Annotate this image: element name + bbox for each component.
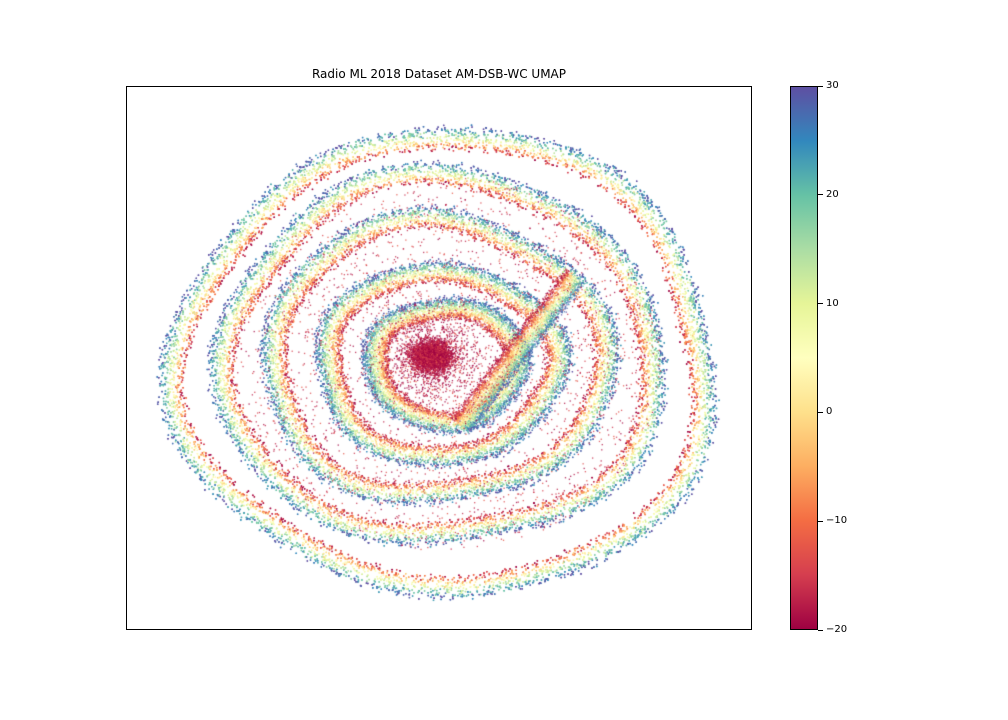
- colorbar-tick-mark: [818, 520, 823, 522]
- colorbar-tick-mark: [818, 411, 823, 413]
- colorbar-tick-label: −20: [826, 624, 848, 635]
- colorbar-tick-label: 10: [826, 297, 839, 309]
- colorbar-tick-label: 30: [826, 80, 839, 91]
- colorbar-tick-mark: [818, 303, 823, 305]
- colorbar-tick-mark: [818, 85, 823, 87]
- colorbar-tick-mark: [818, 194, 823, 196]
- colorbar-tick-label: 20: [826, 188, 839, 200]
- chart-title: Radio ML 2018 Dataset AM-DSB-WC UMAP: [311, 67, 566, 81]
- colorbar-tick-mark: [818, 629, 823, 631]
- colorbar-tick-label: −10: [826, 515, 848, 527]
- colorbar-tick-label: 0: [826, 406, 833, 418]
- scatter-points: [127, 87, 751, 629]
- plot-area: [126, 86, 752, 630]
- colorbar: [790, 86, 818, 630]
